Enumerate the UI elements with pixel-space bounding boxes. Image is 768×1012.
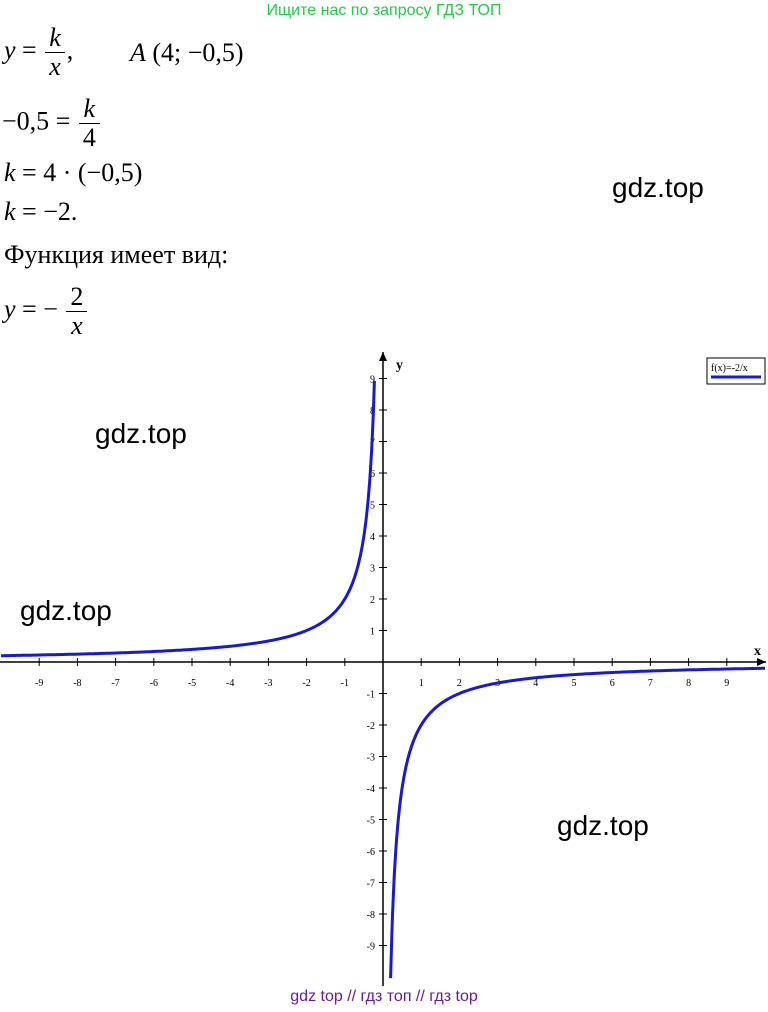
conclusion-text: Функция имеет вид: xyxy=(4,240,229,269)
x-tick-label: -2 xyxy=(302,678,310,689)
x-tick-label: 6 xyxy=(610,678,615,689)
final-eq: = − xyxy=(22,294,58,324)
x-tick-label: 5 xyxy=(572,678,577,689)
y-tick-label: -4 xyxy=(367,784,375,795)
step3-var: k xyxy=(4,197,16,226)
legend-text: f(x)=-2/x xyxy=(711,363,748,374)
x-tick-label: -5 xyxy=(188,678,196,689)
y-tick-label: -9 xyxy=(367,942,375,953)
y-tick-label: -1 xyxy=(367,690,375,701)
x-axis-label: x xyxy=(754,644,761,659)
y-tick-label: 2 xyxy=(370,595,375,606)
x-tick-label: -4 xyxy=(226,678,234,689)
given-num: k xyxy=(49,23,61,52)
final-function: y = − 2 x xyxy=(4,283,89,340)
x-tick-label: 7 xyxy=(648,678,653,689)
step1-left: −0,5 = xyxy=(2,106,71,136)
step1-num: k xyxy=(83,94,96,123)
step2: k = 4 · (−0,5) xyxy=(4,158,142,188)
watermark: gdz.top xyxy=(20,595,112,626)
x-tick-label: -3 xyxy=(264,678,272,689)
final-den: x xyxy=(66,311,88,340)
x-tick-label: 1 xyxy=(419,678,424,689)
curve-branch-left xyxy=(1,380,376,658)
footer-links[interactable]: gdz top // гдз топ // гдз top xyxy=(290,988,478,1005)
step1-den: 4 xyxy=(78,123,100,152)
x-tick-label: 2 xyxy=(457,678,462,689)
x-tick-label: -6 xyxy=(150,678,158,689)
given-fraction: k x xyxy=(45,24,65,81)
y-tick-label: -8 xyxy=(367,910,375,921)
given-function: y = k x , xyxy=(4,24,73,81)
x-axis-arrow xyxy=(757,658,766,666)
y-tick-label: -6 xyxy=(367,847,375,858)
y-tick-label: -2 xyxy=(367,721,375,732)
legend: f(x)=-2/x xyxy=(706,357,766,385)
curve xyxy=(1,380,765,979)
ticks: -9 -8 -7 -6 -5 -4 -3 -2 -1 1 2 3 4 5 6 7 8 9 -9 -8 -7 -6 -5 -4 -… xyxy=(35,375,729,953)
y-tick-label: -7 xyxy=(367,879,375,890)
step1: −0,5 = k 4 xyxy=(2,95,102,152)
given-point: A (4; −0,5) xyxy=(130,38,244,68)
x-tick-label: 4 xyxy=(533,678,538,689)
final-fraction: 2 x xyxy=(66,282,88,340)
point-label: A xyxy=(130,38,146,67)
step3: k = −2. xyxy=(4,197,77,227)
given-comma: , xyxy=(66,35,74,65)
curve-branch-right xyxy=(389,666,765,979)
step2-var: k xyxy=(4,158,16,187)
y-tick-label: 5 xyxy=(370,501,375,512)
point-coords: (4; −0,5) xyxy=(152,38,244,67)
given-den: x xyxy=(45,52,65,81)
step2-rest: = 4 · (−0,5) xyxy=(22,158,143,187)
given-y: y xyxy=(4,35,16,65)
x-tick-label: -9 xyxy=(35,678,43,689)
given-eq: = xyxy=(22,35,37,65)
y-tick-label: 3 xyxy=(370,564,375,575)
step3-rest: = −2. xyxy=(22,197,78,226)
legend-box xyxy=(706,357,766,385)
final-y: y xyxy=(4,294,16,324)
y-tick-label: 4 xyxy=(370,532,375,543)
axes xyxy=(0,352,766,986)
watermark: gdz.top xyxy=(612,172,704,203)
y-tick-label: -5 xyxy=(367,816,375,827)
step1-fraction: k 4 xyxy=(78,94,100,152)
x-tick-label: 9 xyxy=(724,678,729,689)
watermark: gdz.top xyxy=(557,810,649,841)
y-axis-arrow xyxy=(379,352,387,361)
watermark: gdz.top xyxy=(95,418,187,449)
final-num: 2 xyxy=(70,282,84,311)
x-tick-label: -7 xyxy=(111,678,119,689)
x-tick-label: 8 xyxy=(686,678,691,689)
y-tick-label: 1 xyxy=(370,627,375,638)
y-axis-label: y xyxy=(396,358,403,373)
y-tick-label: 9 xyxy=(370,375,375,386)
top-banner[interactable]: Ищите нас по запросу ГДЗ ТОП xyxy=(266,2,502,19)
y-tick-label: 6 xyxy=(370,469,375,480)
x-tick-label: -8 xyxy=(73,678,81,689)
x-tick-label: -1 xyxy=(341,678,349,689)
function-graph: -9 -8 -7 -6 -5 -4 -3 -2 -1 1 2 3 4 5 6 7 8 9 -9 -8 -7 -6 -5 -4 -… xyxy=(0,352,766,986)
y-tick-label: -3 xyxy=(367,753,375,764)
